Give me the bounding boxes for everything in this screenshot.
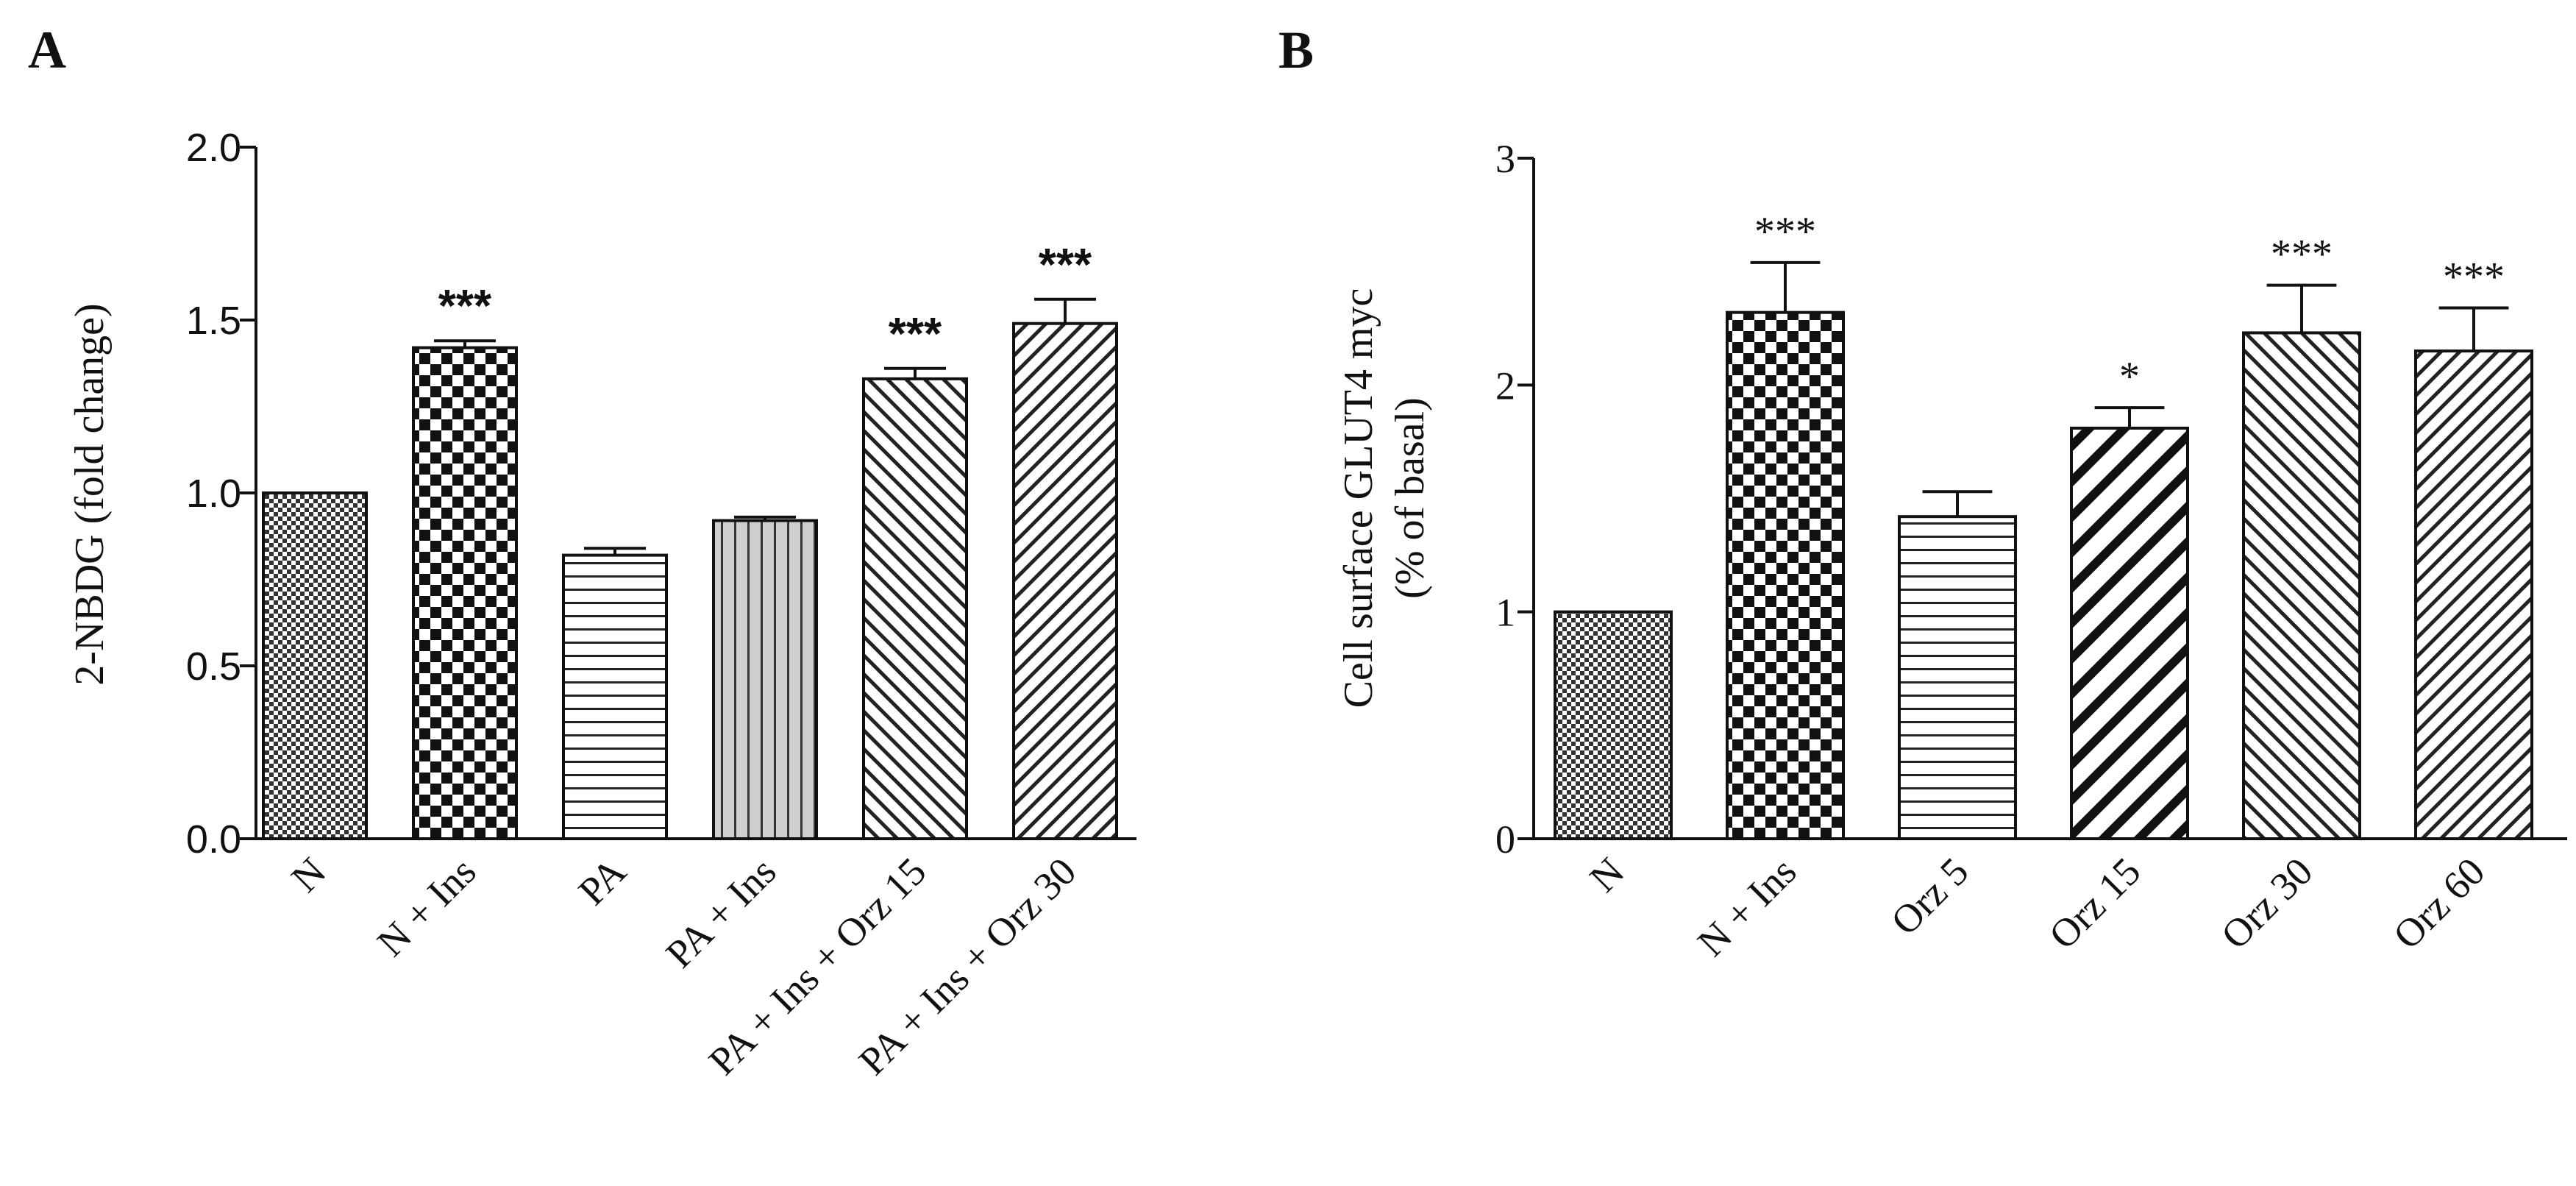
panel-b-error-bars <box>1750 260 2509 517</box>
bar-6 <box>2414 349 2533 841</box>
panel-b-y-axis-label-line-2: (% of basal) <box>1387 397 1433 599</box>
panel-b-axes <box>1532 158 2567 840</box>
panel-b-bars <box>1554 310 2533 841</box>
panel-b-y-axis-label-line-1: Cell surface GLUT4 myc <box>1336 288 1381 709</box>
panel-a-axes <box>255 147 1136 840</box>
panel-a-bars <box>262 322 1118 841</box>
bar-2 <box>412 346 518 841</box>
significance-marker-4: * <box>2119 354 2140 400</box>
bar-1 <box>1554 610 1673 841</box>
panel-a: A 2-NBDG (fold change) 0.0 0.5 1.0 1.5 2.0 *… <box>28 21 1136 1084</box>
panel-b-category-labels: N N + Ins Orz 5 Orz 15 Orz 30 Orz 60 <box>1581 849 2493 965</box>
bar-3 <box>1898 515 2017 841</box>
y-tick-label: 2 <box>1495 363 1515 408</box>
bar-5 <box>2242 331 2361 840</box>
y-tick-label: 1.0 <box>186 472 241 516</box>
significance-marker-5: *** <box>889 309 942 360</box>
category-label-3: PA <box>570 849 635 914</box>
category-label-2: N + Ins <box>1689 849 1804 965</box>
bar-2 <box>1726 310 1845 840</box>
y-tick-label: 0 <box>1495 817 1515 862</box>
panel-a-letter: A <box>28 21 66 79</box>
category-label-1: N <box>282 849 334 901</box>
panel-b-y-ticks: 0 1 2 3 <box>1495 137 1534 862</box>
bar-3 <box>562 553 668 840</box>
category-label-5: Orz 30 <box>2213 849 2321 957</box>
y-tick-label: 1 <box>1495 591 1515 635</box>
bar-1 <box>262 491 368 840</box>
bar-5 <box>862 377 968 840</box>
y-tick-label: 2.0 <box>186 126 241 170</box>
significance-marker-6: *** <box>1039 240 1092 291</box>
significance-marker-2: *** <box>1754 209 1816 255</box>
category-label-1: N <box>1581 849 1632 901</box>
panel-a-y-axis-label: 2-NBDG (fold change) <box>67 303 113 685</box>
y-tick-label: 3 <box>1495 137 1515 181</box>
panel-b: B Cell surface GLUT4 myc (% of basal) 0 1… <box>1278 21 2567 965</box>
y-tick-label: 0.0 <box>186 817 241 862</box>
category-label-4: Orz 15 <box>2040 849 2149 957</box>
panel-a-significance: *** *** *** <box>438 240 1092 360</box>
significance-marker-5: *** <box>2271 232 2333 277</box>
category-label-3: Orz 5 <box>1882 849 1977 943</box>
panel-b-letter: B <box>1278 21 1314 79</box>
y-tick-label: 0.5 <box>186 645 241 689</box>
category-label-6: Orz 60 <box>2385 849 2493 957</box>
category-label-2: N + Ins <box>369 849 484 965</box>
category-label-4: PA + Ins <box>658 849 785 976</box>
bar-4 <box>2070 426 2189 840</box>
significance-marker-6: *** <box>2443 255 2505 300</box>
significance-marker-2: *** <box>438 281 492 332</box>
bar-4 <box>712 519 818 840</box>
y-tick-label: 1.5 <box>186 299 241 343</box>
panel-a-y-ticks: 0.0 0.5 1.0 1.5 2.0 <box>186 126 256 862</box>
panel-b-significance: ******* *** <box>1754 209 2505 400</box>
panel-a-error-bars <box>434 297 1096 555</box>
bar-6 <box>1012 322 1118 840</box>
